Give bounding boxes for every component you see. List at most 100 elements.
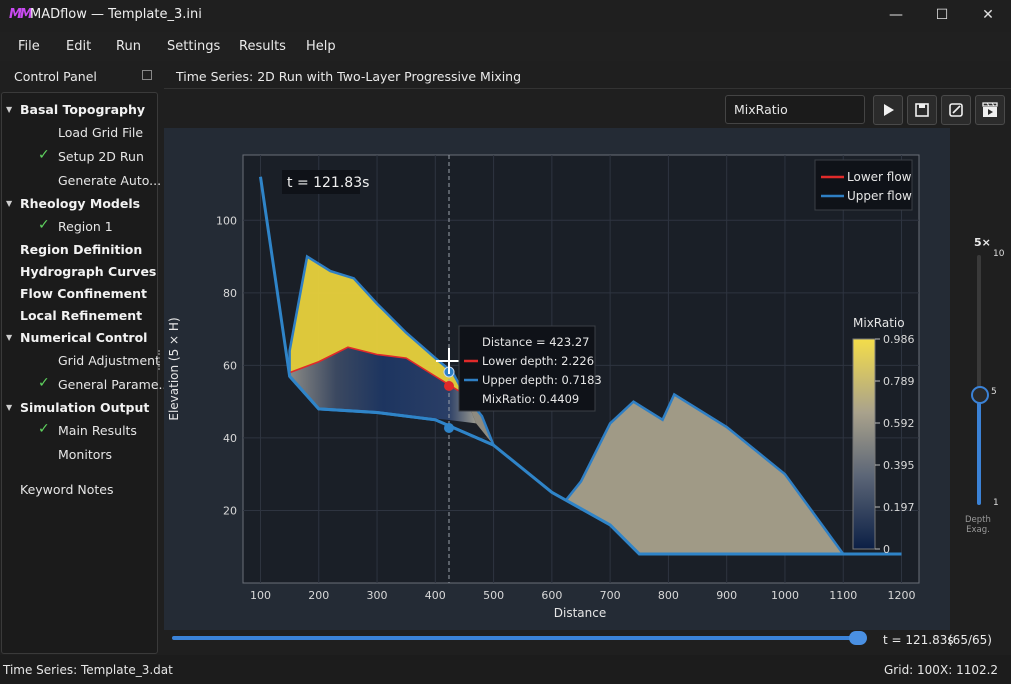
time-series-plot[interactable]: 100 200 300 400 500 600 700 800 900 1000 1100 1200 … [164,128,950,630]
tree-item-rheology-models[interactable]: Rheology Models [20,196,141,211]
colorbar-title: MixRatio [853,316,905,330]
menu-results[interactable]: Results [239,39,286,54]
maximize-icon: ☐ [935,7,949,23]
y-tick-label: 20 [223,504,237,517]
tab-title: Time Series: 2D Run with Two-Layer Progr… [176,69,522,84]
menu-file[interactable]: File [18,39,40,54]
status-bar: Time Series: Template_3.dat Grid: 100 X:… [0,655,1011,684]
depth-slider-title: 5× [974,236,991,249]
tree-item-flow-confinement[interactable]: Flow Confinement [20,286,147,301]
timeline-time: t = 121.83s [883,633,954,647]
edit-button[interactable] [941,95,971,125]
tab-divider [164,88,1011,89]
colorbar-tick-label: 0.986 [883,333,915,346]
upper-flow-line [288,254,454,377]
title-bar: MM MADflow — Template_3.ini — ☐ ✕ [0,0,1011,30]
undock-icon[interactable] [142,70,152,80]
legend-box [814,159,913,211]
status-grid: Grid: 100 [884,663,940,677]
depth-slider-max: 10 [993,249,1005,259]
tree-item-simulation-output[interactable]: Simulation Output [20,400,150,415]
x-tick-labels: 100 200 300 400 500 600 700 800 900 1000 1100 1200 [250,589,916,602]
expand-arrow-icon[interactable]: ▼ [6,403,13,412]
lower-layer-area [289,347,477,424]
tree-item-monitors[interactable]: Monitors [58,447,113,462]
colorbar-tick-label: 0.197 [883,501,915,514]
depth-slider-min: 1 [993,498,999,508]
menu-help[interactable]: Help [306,39,336,54]
menu-settings[interactable]: Settings [167,39,221,54]
timeline-handle[interactable] [849,631,867,645]
lower-depth-marker [444,381,454,391]
x-tick-label: 900 [716,589,737,602]
variable-select[interactable]: MixRatio [725,95,865,124]
tree-item-numerical-control[interactable]: Numerical Control [20,330,148,345]
x-tick-label: 1100 [829,589,857,602]
tree-item-keyword-notes[interactable]: Keyword Notes [20,482,114,497]
tree-item-general-parameters[interactable]: General Parame... [58,377,171,392]
x-tick-label: 400 [425,589,446,602]
tree-item-hydrograph-curves[interactable]: Hydrograph Curves [20,264,157,279]
tree-item-main-results[interactable]: Main Results [58,423,137,438]
control-tree: ▼ Basal Topography Load Grid File ✓ Setu… [1,92,170,654]
close-icon: ✕ [982,7,994,23]
tree-item-generate-auto[interactable]: Generate Auto... [58,173,162,188]
bed-top-line [288,375,495,447]
expand-arrow-icon[interactable]: ▼ [6,105,13,114]
movie-icon [982,102,998,117]
play-icon [884,104,894,116]
window-title: MADflow — Template_3.ini [30,7,202,22]
tree-item-setup-2d-run[interactable]: Setup 2D Run [58,149,144,164]
minimize-button[interactable]: — [873,0,919,30]
colorbar-tick-label: 0.789 [883,375,915,388]
tree-item-load-grid-file[interactable]: Load Grid File [58,125,144,140]
colorbar [852,338,876,550]
expand-arrow-icon[interactable]: ▼ [6,199,13,208]
tree-item-region-definition[interactable]: Region Definition [20,242,143,257]
menu-edit[interactable]: Edit [66,39,92,54]
edit-icon [949,103,963,117]
flow-areas [258,176,902,556]
check-icon: ✓ [38,217,50,233]
timeline-track[interactable] [172,636,862,640]
splitter-handle[interactable] [158,350,162,370]
depth-slider-fill [977,393,981,505]
x-tick-label: 300 [367,589,388,602]
depth-slider-handle[interactable] [971,386,989,404]
tree-item-region-1[interactable]: Region 1 [58,219,113,234]
x-axis-label: Distance [554,606,606,620]
colorbar-tick-label: 0.592 [883,417,915,430]
check-icon: ✓ [38,421,50,437]
tree-item-basal-topography[interactable]: Basal Topography [20,102,146,117]
movie-button[interactable] [975,95,1005,125]
colorbar-tick-label: 0.395 [883,459,915,472]
tooltip-upper: Upper depth: 0.7183 [482,373,602,387]
legend-upper-label: Upper flow [847,189,912,203]
app-logo-icon: MM [9,7,33,22]
x-tick-label: 1000 [771,589,799,602]
tree-item-local-refinement[interactable]: Local Refinement [20,308,143,323]
tree-item-grid-adjustment[interactable]: Grid Adjustment [58,353,160,368]
play-button[interactable] [873,95,903,125]
control-panel-title: Control Panel [14,69,97,84]
y-tick-labels: 20 40 60 80 100 [216,214,237,517]
save-button[interactable] [907,95,937,125]
menu-run[interactable]: Run [116,39,141,54]
time-label: t = 121.83s [287,175,369,191]
y-axis-label: Elevation (5 × H) [167,317,181,420]
maximize-button[interactable]: ☐ [919,0,965,30]
crosshair-icon [436,348,462,374]
x-tick-label: 500 [483,589,504,602]
time-label-box [282,170,360,194]
menu-bar: File Edit Run Settings Results Help [0,32,1011,61]
x-tick-label: 700 [600,589,621,602]
check-icon: ✓ [38,375,50,391]
variable-select-value: MixRatio [734,102,788,117]
depth-slider-track[interactable] [977,255,981,505]
close-button[interactable]: ✕ [965,0,1011,30]
expand-arrow-icon[interactable]: ▼ [6,333,13,342]
deposit-area [566,394,844,554]
y-tick-label: 60 [223,359,237,372]
minimize-icon: — [889,7,903,23]
y-tick-label: 80 [223,287,237,300]
